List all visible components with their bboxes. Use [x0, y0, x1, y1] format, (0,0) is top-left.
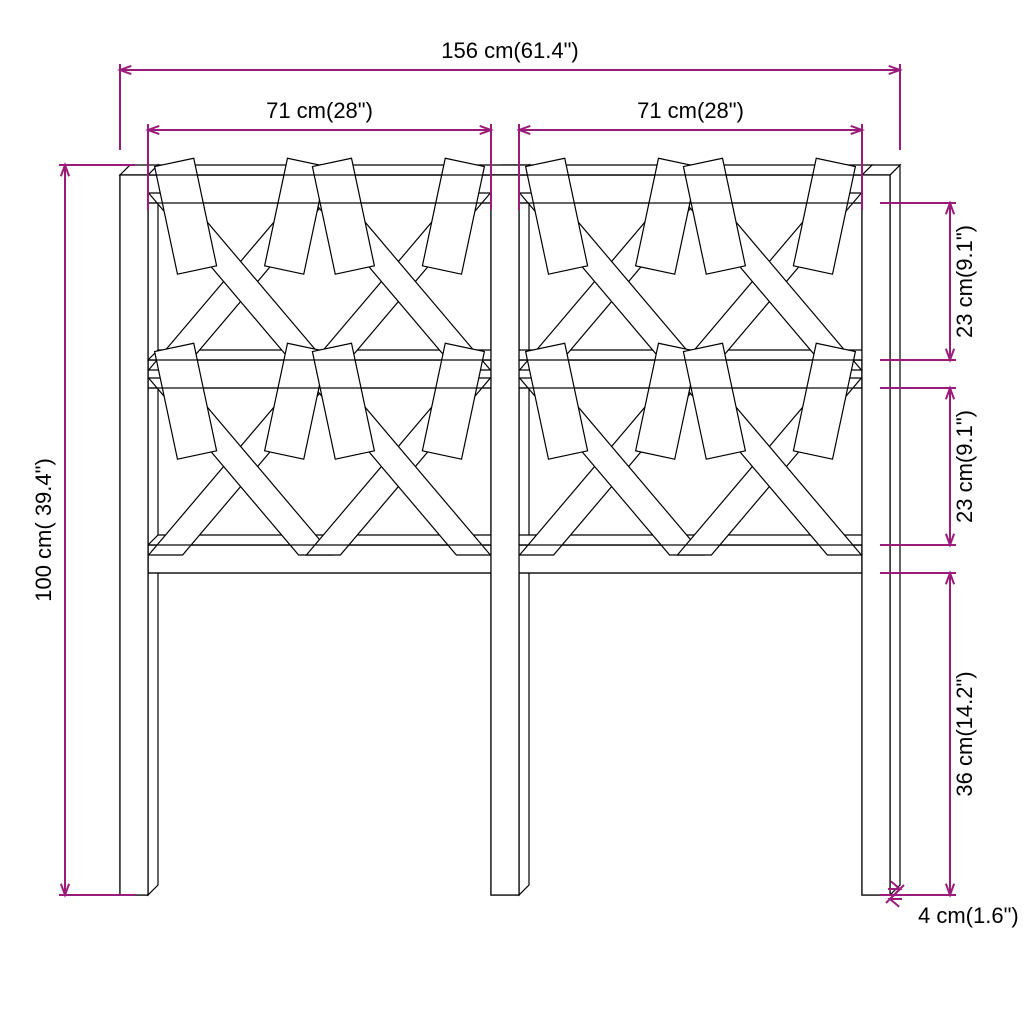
- dim-label: 71 cm(28"): [266, 98, 373, 123]
- dim-depth: 4 cm(1.6"): [918, 903, 1019, 928]
- dim-label: 23 cm(9.1"): [952, 225, 977, 338]
- dim-label: 156 cm(61.4"): [441, 38, 578, 63]
- product-drawing: [120, 158, 900, 895]
- dim-label: 71 cm(28"): [637, 98, 744, 123]
- dim-label: 100 cm( 39.4"): [31, 458, 56, 602]
- dim-label: 36 cm(14.2"): [952, 671, 977, 796]
- dim-label: 23 cm(9.1"): [952, 410, 977, 523]
